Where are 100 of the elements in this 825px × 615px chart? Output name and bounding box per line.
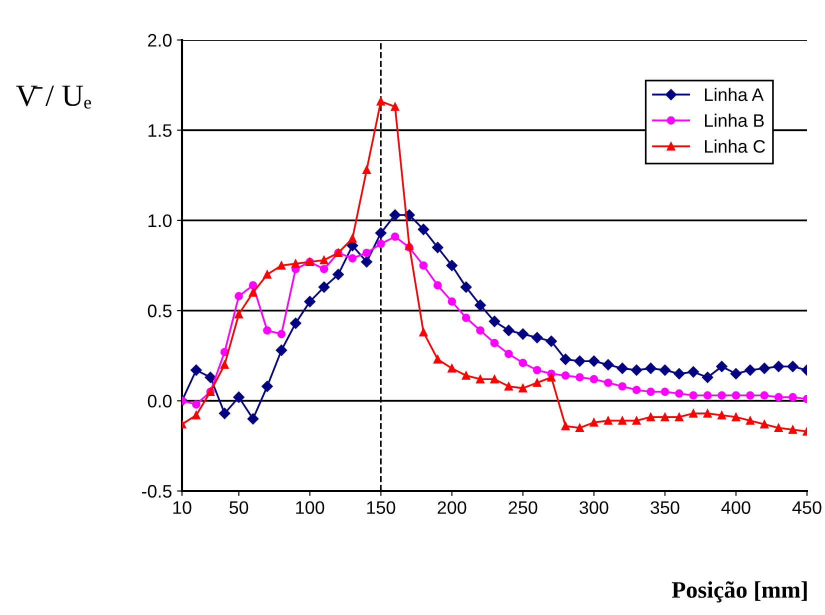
point xyxy=(561,371,570,380)
point xyxy=(732,412,740,422)
point xyxy=(247,413,259,424)
point xyxy=(448,297,456,306)
point xyxy=(332,268,344,280)
point xyxy=(532,332,543,344)
point xyxy=(630,364,642,376)
x-tick-label: 50 xyxy=(230,501,248,514)
x-axis-title: Posição [mm] xyxy=(672,581,807,603)
point xyxy=(689,391,698,400)
point xyxy=(703,391,712,400)
point xyxy=(376,240,386,248)
point xyxy=(702,372,714,383)
point xyxy=(788,393,797,402)
point xyxy=(532,366,542,374)
point xyxy=(590,374,598,384)
point xyxy=(291,260,300,268)
point xyxy=(760,420,769,428)
point xyxy=(432,242,444,254)
point xyxy=(787,360,798,372)
point xyxy=(744,364,756,376)
point xyxy=(320,256,328,264)
point xyxy=(532,378,542,387)
point xyxy=(590,418,598,427)
point xyxy=(277,330,286,338)
point xyxy=(389,209,401,221)
point xyxy=(632,416,641,425)
point xyxy=(448,364,456,372)
y-tick-label: 0.0 xyxy=(148,394,172,408)
point xyxy=(234,292,243,300)
legend-label: Linha B xyxy=(705,114,764,127)
point xyxy=(233,392,244,403)
point xyxy=(547,373,556,382)
x-tick-label: 100 xyxy=(296,501,324,514)
y-tick-label: 0.5 xyxy=(148,304,172,318)
point xyxy=(746,416,754,425)
point xyxy=(490,374,499,384)
x-tick-label: 400 xyxy=(721,501,750,514)
point xyxy=(460,282,472,293)
point xyxy=(604,416,612,425)
point xyxy=(718,411,726,420)
point xyxy=(645,362,656,374)
point xyxy=(504,382,513,391)
point xyxy=(263,270,272,279)
point xyxy=(362,248,371,258)
point xyxy=(219,408,230,420)
point xyxy=(192,411,200,420)
point xyxy=(788,425,797,434)
x-tick-label: 250 xyxy=(508,501,538,514)
point xyxy=(462,371,470,380)
point xyxy=(263,326,272,335)
point xyxy=(732,391,740,400)
point xyxy=(646,388,655,396)
point xyxy=(476,326,484,335)
y-tick-label: 2.0 xyxy=(148,34,172,47)
legend-label: Linha A xyxy=(705,88,764,102)
point xyxy=(190,364,202,376)
point xyxy=(248,288,258,297)
point xyxy=(688,366,699,378)
point xyxy=(561,422,570,430)
point xyxy=(618,416,627,425)
point xyxy=(361,256,372,268)
point xyxy=(518,384,528,392)
point xyxy=(689,409,698,418)
x-tick-label: 150 xyxy=(367,501,396,514)
x-tick-label: 10 xyxy=(173,501,192,514)
point xyxy=(758,362,770,374)
point xyxy=(474,300,486,311)
point xyxy=(659,364,671,376)
point xyxy=(434,281,442,290)
point xyxy=(490,338,499,348)
point xyxy=(476,374,484,384)
point xyxy=(418,224,430,236)
point xyxy=(604,378,612,387)
point xyxy=(419,261,428,270)
point xyxy=(276,344,288,356)
point xyxy=(718,391,726,400)
point xyxy=(616,362,628,374)
y-tick-label: -0.5 xyxy=(142,484,172,498)
point xyxy=(716,360,728,372)
point xyxy=(646,412,655,422)
point xyxy=(262,380,273,392)
point xyxy=(674,368,685,380)
x-tick-label: 200 xyxy=(438,501,466,514)
point xyxy=(632,386,641,394)
point xyxy=(560,354,572,365)
point xyxy=(192,400,200,409)
point xyxy=(602,359,614,370)
point xyxy=(517,328,529,340)
x-tick-label: 350 xyxy=(650,501,680,514)
point xyxy=(660,388,670,396)
y-tick-label: 1.5 xyxy=(148,124,172,137)
point xyxy=(375,227,386,239)
point xyxy=(362,166,371,174)
point xyxy=(248,281,258,290)
point xyxy=(546,336,557,347)
point xyxy=(703,409,712,418)
y-axis-title: V̄ / Uₑ xyxy=(16,86,91,109)
x-tick-label: 450 xyxy=(792,501,822,514)
point xyxy=(576,373,584,382)
